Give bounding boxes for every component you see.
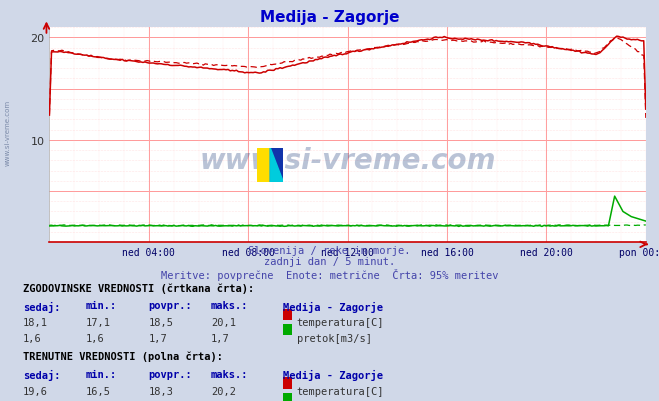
Bar [270,148,283,182]
Text: Medija - Zagorje: Medija - Zagorje [283,369,384,380]
Text: sedaj:: sedaj: [23,301,61,312]
Text: Medija - Zagorje: Medija - Zagorje [260,10,399,25]
Text: min.:: min.: [86,301,117,311]
Text: povpr.:: povpr.: [148,301,192,311]
Text: www.si-vreme.com: www.si-vreme.com [200,147,496,175]
Text: min.:: min.: [86,369,117,379]
Text: 18,5: 18,5 [148,318,173,328]
Polygon shape [270,148,283,182]
Text: 19,6: 19,6 [23,386,48,396]
Text: 17,1: 17,1 [86,318,111,328]
Text: sedaj:: sedaj: [23,369,61,380]
Text: temperatura[C]: temperatura[C] [297,386,384,396]
Text: maks.:: maks.: [211,369,248,379]
Text: povpr.:: povpr.: [148,369,192,379]
Text: 16,5: 16,5 [86,386,111,396]
Text: Medija - Zagorje: Medija - Zagorje [283,301,384,312]
Text: 1,6: 1,6 [23,333,42,343]
Text: 1,7: 1,7 [211,333,229,343]
Text: 1,6: 1,6 [86,333,104,343]
Text: 18,1: 18,1 [23,318,48,328]
Text: Slovenija / reke in morje.: Slovenija / reke in morje. [248,245,411,255]
Text: 20,2: 20,2 [211,386,236,396]
Text: zadnji dan / 5 minut.: zadnji dan / 5 minut. [264,256,395,266]
Text: temperatura[C]: temperatura[C] [297,318,384,328]
Text: 18,3: 18,3 [148,386,173,396]
Text: Meritve: povprečne  Enote: metrične  Črta: 95% meritev: Meritve: povprečne Enote: metrične Črta:… [161,268,498,280]
Text: www.si-vreme.com: www.si-vreme.com [5,99,11,165]
Text: 20,1: 20,1 [211,318,236,328]
Text: 1,7: 1,7 [148,333,167,343]
Text: ZGODOVINSKE VREDNOSTI (črtkana črta):: ZGODOVINSKE VREDNOSTI (črtkana črta): [23,283,254,293]
Text: TRENUTNE VREDNOSTI (polna črta):: TRENUTNE VREDNOSTI (polna črta): [23,351,223,361]
Bar [257,148,270,182]
Text: maks.:: maks.: [211,301,248,311]
Text: pretok[m3/s]: pretok[m3/s] [297,333,372,343]
